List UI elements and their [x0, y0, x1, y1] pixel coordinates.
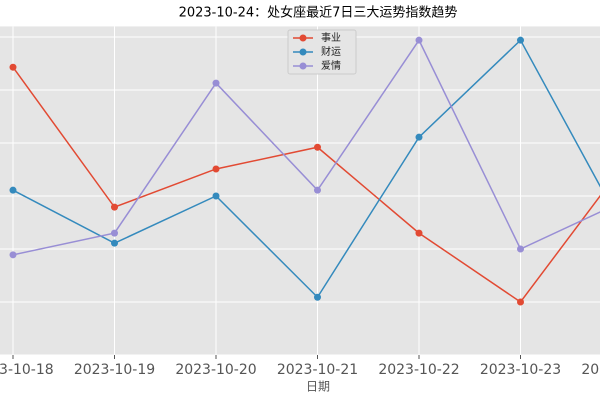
plot-area [0, 26, 600, 356]
data-point [415, 133, 423, 141]
legend-label: 财运 [321, 45, 341, 58]
x-tick-label: 2023-10-23 [480, 362, 561, 378]
legend-label: 事业 [321, 31, 341, 44]
data-point [314, 143, 321, 151]
data-point [517, 245, 524, 253]
data-point [9, 251, 17, 259]
chart-title: 2023-10-24：处女座最近7日三大运势指数趋势 [179, 5, 458, 21]
data-point [111, 203, 118, 211]
data-point [314, 186, 321, 194]
x-tick-label: 2023-10-22 [378, 362, 459, 378]
x-tick-label: 2023-10-19 [74, 362, 155, 378]
data-point [212, 79, 220, 87]
legend-marker [299, 62, 307, 70]
x-tick-label: 2023-10-21 [277, 362, 358, 378]
data-point [517, 298, 524, 306]
data-point [415, 229, 423, 237]
legend [287, 29, 357, 75]
data-point [9, 63, 17, 71]
legend-marker [299, 48, 307, 56]
legend-label: 爱情 [321, 59, 341, 72]
data-point [415, 36, 423, 44]
x-axis-label: 日期 [306, 380, 330, 394]
data-point [9, 186, 17, 194]
data-point [111, 239, 118, 247]
x-tick-label: 2023-10-18 [0, 362, 54, 378]
data-point [212, 192, 220, 200]
x-tick-label: 2023-10-20 [175, 362, 256, 378]
data-point [517, 36, 524, 44]
data-point [111, 229, 118, 237]
data-point [212, 165, 220, 173]
legend-marker [299, 34, 307, 42]
data-point [314, 293, 321, 301]
x-tick-label: 2023-10-24 [581, 362, 600, 378]
